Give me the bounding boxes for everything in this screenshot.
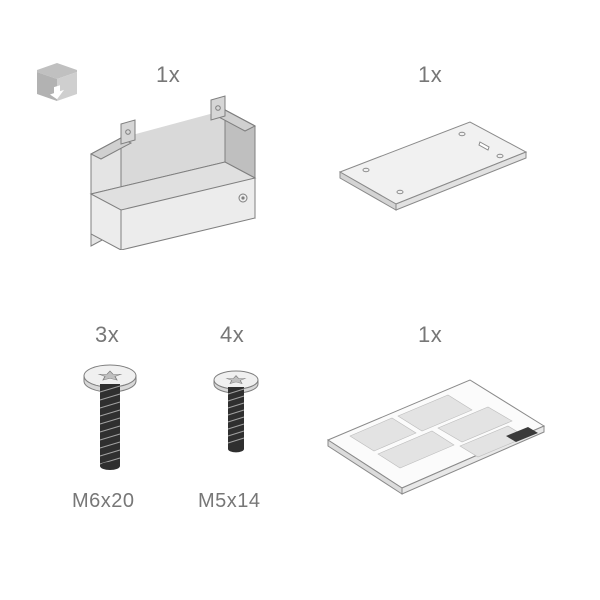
bolt-m6-illustration <box>80 362 140 477</box>
manual-illustration <box>320 370 550 520</box>
bracket-qty: 1x <box>156 62 180 88</box>
bolt-m6-qty: 3x <box>95 322 119 348</box>
parts-list-page: { "typography":{ "qty_fontsize":22, "spe… <box>0 0 600 600</box>
bolt-m5-spec: M5x14 <box>198 490 261 513</box>
bolt-m5-illustration <box>210 368 262 468</box>
cover-plate-illustration <box>330 112 530 242</box>
bolt-m5-qty: 4x <box>220 322 244 348</box>
bolt-m6-spec: M6x20 <box>72 490 135 513</box>
bracket-illustration <box>75 90 265 250</box>
manual-qty: 1x <box>418 322 442 348</box>
cover-plate-qty: 1x <box>418 62 442 88</box>
package-contents-icon <box>33 60 81 104</box>
